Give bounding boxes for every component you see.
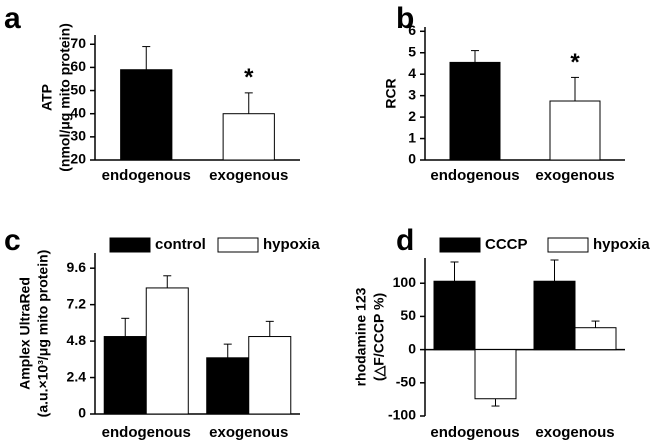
x-tick-label: endogenous — [430, 424, 519, 441]
bar — [449, 61, 501, 161]
panel-label: c — [4, 224, 21, 257]
y-tick-label: 50 — [70, 81, 86, 97]
y-axis-label: (a.u.×10³/μg mito protein) — [35, 250, 51, 418]
x-tick-label: exogenous — [535, 167, 614, 184]
bar — [574, 327, 617, 351]
y-axis-label: (△F/CCCP %) — [371, 293, 387, 381]
significance-mark: * — [244, 64, 254, 91]
x-tick-label: endogenous — [102, 167, 191, 184]
y-axis-label: RCR — [383, 78, 399, 108]
y-tick-label: 40 — [70, 104, 86, 120]
y-tick-label: 9.6 — [67, 259, 87, 275]
y-tick-label: 3 — [408, 86, 416, 102]
bar — [120, 69, 173, 161]
y-tick-label: 7.2 — [67, 295, 87, 311]
bar — [103, 336, 147, 415]
y-tick-label: 60 — [70, 58, 86, 74]
legend-label: hypoxia — [593, 236, 650, 253]
y-tick-label: 50 — [400, 307, 416, 323]
bar — [145, 287, 189, 415]
x-tick-label: exogenous — [209, 167, 288, 184]
x-tick-label: endogenous — [430, 167, 519, 184]
y-tick-label: 20 — [70, 151, 86, 167]
y-tick-label: 1 — [408, 129, 416, 145]
y-tick-label: 6 — [408, 22, 416, 38]
y-tick-label: 0 — [78, 405, 86, 421]
y-tick-label: 2.4 — [67, 368, 87, 384]
significance-mark: * — [570, 49, 580, 76]
bar — [549, 100, 601, 161]
y-tick-label: 30 — [70, 128, 86, 144]
y-tick-label: 2 — [408, 108, 416, 124]
y-tick-label: 70 — [70, 35, 86, 51]
panel-label: b — [396, 2, 414, 35]
bar — [474, 349, 517, 400]
legend-label: CCCP — [485, 236, 528, 253]
y-tick-label: 5 — [408, 43, 416, 59]
legend-label: hypoxia — [263, 236, 320, 253]
y-axis-label: ATP — [39, 84, 55, 111]
x-tick-label: exogenous — [209, 424, 288, 441]
y-axis-label: rhodamine 123 — [353, 287, 369, 386]
y-tick-label: -100 — [388, 407, 416, 423]
legend-swatch — [439, 237, 481, 253]
y-axis-label: (nmol/μg mito protein) — [57, 23, 73, 172]
bar — [248, 336, 292, 415]
bar — [533, 280, 576, 351]
x-tick-label: exogenous — [535, 424, 614, 441]
y-tick-label: 0 — [408, 151, 416, 167]
legend-swatch — [547, 237, 589, 253]
x-tick-label: endogenous — [102, 424, 191, 441]
bar — [206, 357, 250, 415]
legend-label: control — [155, 236, 206, 253]
bar — [433, 280, 476, 351]
y-tick-label: 100 — [393, 274, 417, 290]
panel-label: a — [4, 2, 21, 35]
legend-swatch — [109, 237, 151, 253]
y-tick-label: 4.8 — [67, 332, 87, 348]
y-tick-label: -50 — [396, 374, 416, 390]
panel-label: d — [396, 224, 414, 257]
y-tick-label: 4 — [408, 65, 416, 81]
bar — [222, 113, 275, 161]
y-tick-label: 0 — [408, 340, 416, 356]
legend-swatch — [217, 237, 259, 253]
y-axis-label: Amplex UltraRed — [17, 277, 33, 390]
